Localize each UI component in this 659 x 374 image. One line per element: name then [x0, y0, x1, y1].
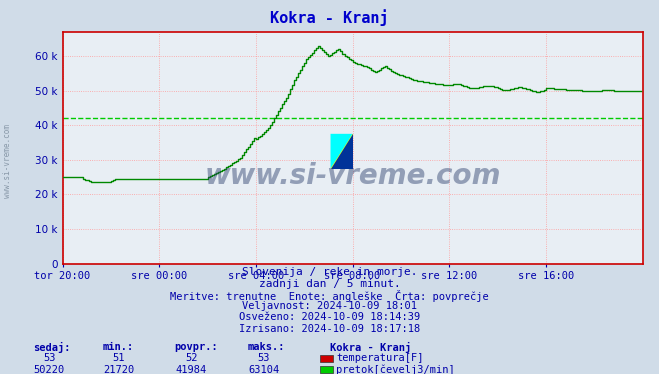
Text: Veljavnost: 2024-10-09 18:01: Veljavnost: 2024-10-09 18:01 — [242, 301, 417, 311]
Text: 41984: 41984 — [175, 365, 207, 374]
Text: 21720: 21720 — [103, 365, 134, 374]
Text: temperatura[F]: temperatura[F] — [336, 353, 424, 364]
Polygon shape — [331, 134, 353, 169]
Bar — [331, 134, 353, 169]
Polygon shape — [331, 134, 353, 169]
Text: Kokra - Kranj: Kokra - Kranj — [270, 9, 389, 26]
Text: Kokra - Kranj: Kokra - Kranj — [330, 342, 411, 353]
Text: povpr.:: povpr.: — [175, 342, 218, 352]
Text: 53: 53 — [258, 353, 270, 364]
Text: sedaj:: sedaj: — [33, 342, 71, 353]
Text: www.si-vreme.com: www.si-vreme.com — [3, 124, 13, 198]
Text: Izrisano: 2024-10-09 18:17:18: Izrisano: 2024-10-09 18:17:18 — [239, 324, 420, 334]
Text: Meritve: trenutne  Enote: angleške  Črta: povprečje: Meritve: trenutne Enote: angleške Črta: … — [170, 290, 489, 302]
Text: 52: 52 — [185, 353, 197, 364]
Text: 53: 53 — [43, 353, 55, 364]
Text: maks.:: maks.: — [247, 342, 285, 352]
Text: min.:: min.: — [102, 342, 133, 352]
Text: www.si-vreme.com: www.si-vreme.com — [204, 162, 501, 190]
Text: pretok[čevelj3/min]: pretok[čevelj3/min] — [336, 365, 455, 374]
Text: 51: 51 — [113, 353, 125, 364]
Text: 63104: 63104 — [248, 365, 279, 374]
Text: Slovenija / reke in morje.: Slovenija / reke in morje. — [242, 267, 417, 278]
Text: 50220: 50220 — [34, 365, 65, 374]
Text: Osveženo: 2024-10-09 18:14:39: Osveženo: 2024-10-09 18:14:39 — [239, 312, 420, 322]
Text: zadnji dan / 5 minut.: zadnji dan / 5 minut. — [258, 279, 401, 289]
